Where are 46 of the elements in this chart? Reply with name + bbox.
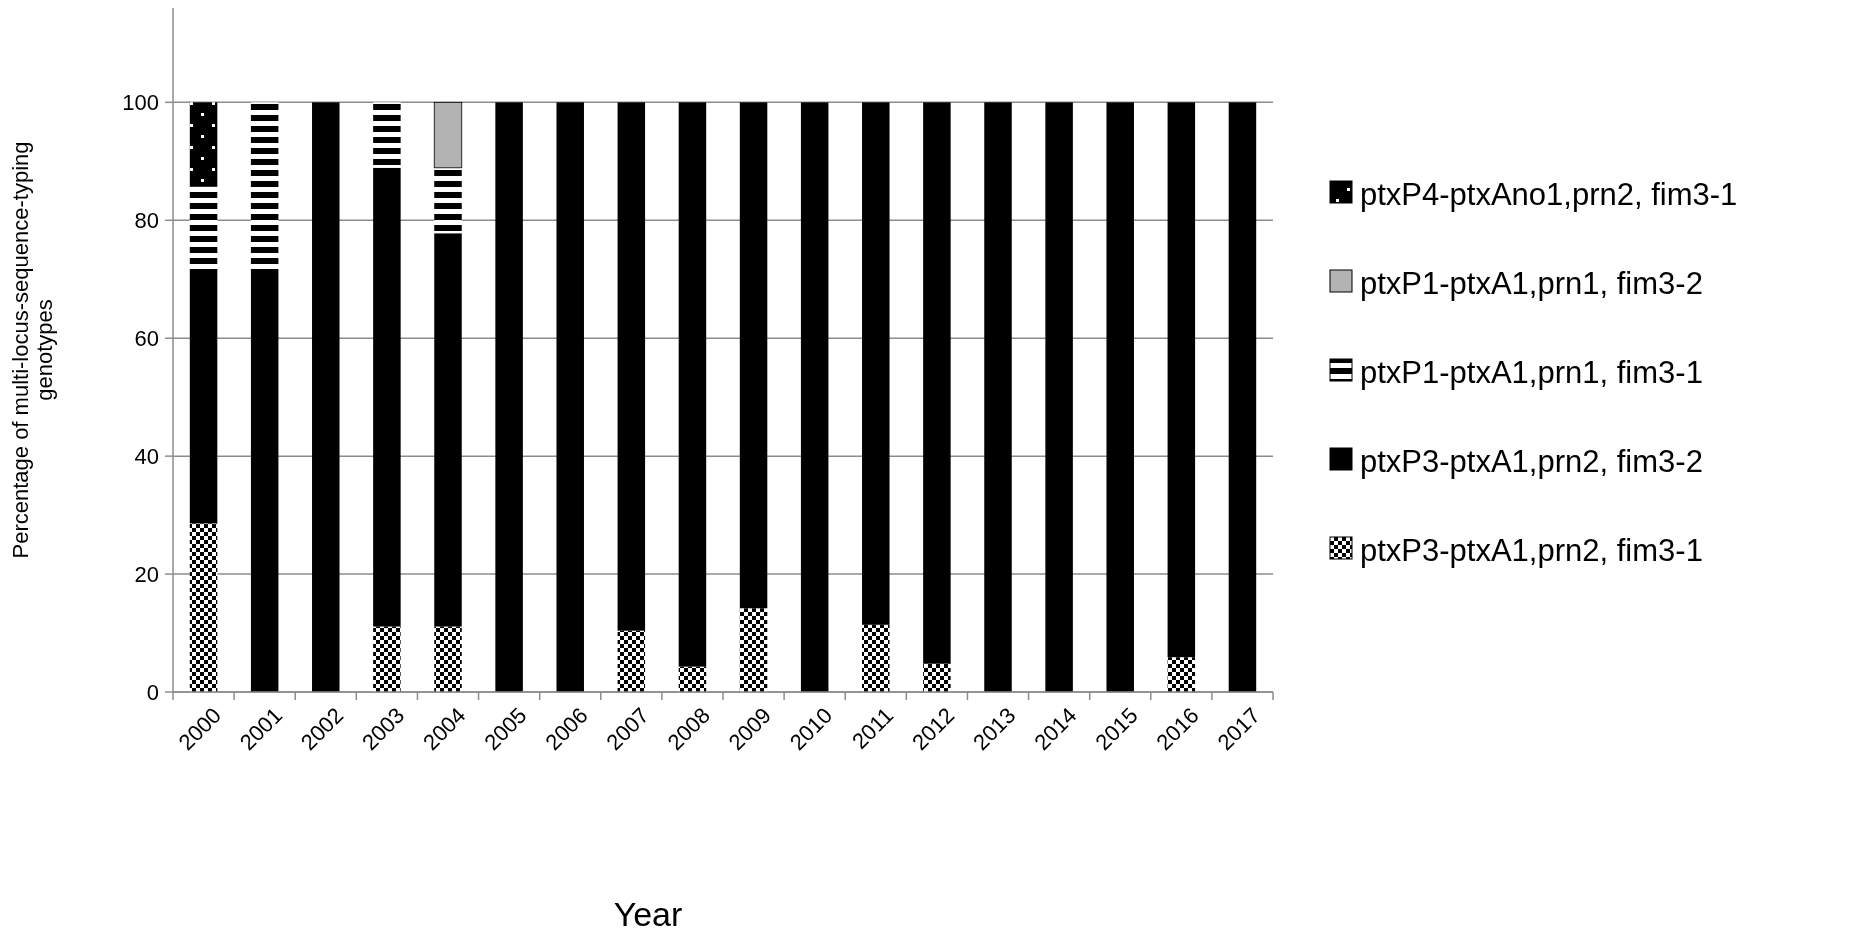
bar [189, 102, 218, 187]
bar [434, 626, 462, 692]
bar [189, 186, 218, 271]
bar [1045, 102, 1073, 692]
bar [1106, 102, 1134, 692]
legend-label: ptxP4-ptxAno1,prn2, fim3-1 [1360, 177, 1738, 213]
y-tick-label: 100 [122, 90, 159, 116]
bar [495, 102, 523, 692]
bar [250, 270, 279, 692]
bar [678, 666, 707, 692]
y-tick-label: 20 [134, 561, 159, 587]
bar [373, 167, 401, 627]
bar [189, 270, 218, 524]
bar [862, 624, 890, 692]
bar [617, 630, 646, 692]
legend-label: ptxP3-ptxA1,prn2, fim3-2 [1360, 444, 1703, 480]
legend-label: ptxP1-ptxA1,prn1, fim3-1 [1360, 355, 1703, 391]
bar [678, 102, 707, 667]
bar [556, 102, 584, 692]
bar [1167, 657, 1196, 692]
y-tick-label: 60 [134, 325, 159, 351]
bar [739, 102, 768, 609]
bar [312, 102, 340, 692]
bar [739, 608, 768, 692]
bar [1228, 102, 1257, 692]
bar [923, 663, 951, 692]
bar [373, 102, 401, 168]
bar [250, 102, 279, 271]
bar [434, 167, 462, 234]
bar [189, 523, 218, 692]
legend-label: ptxP1-ptxA1,prn1, fim3-2 [1360, 266, 1703, 302]
bar [617, 102, 646, 631]
bar [800, 102, 829, 692]
bar [923, 102, 951, 664]
y-tick-label: 80 [134, 207, 159, 233]
bar [984, 102, 1012, 692]
bar [434, 233, 462, 627]
legend-label: ptxP3-ptxA1,prn2, fim3-1 [1360, 533, 1703, 569]
bar [373, 626, 401, 692]
x-axis-title: Year [613, 895, 683, 933]
y-axis-title: Percentage of multi-locus-sequence-typing genotypes [7, 141, 58, 559]
bar [1167, 102, 1196, 658]
bar [433, 101, 463, 169]
bar [862, 102, 890, 625]
y-tick-label: 40 [134, 443, 159, 469]
y-tick-label: 0 [146, 679, 159, 705]
